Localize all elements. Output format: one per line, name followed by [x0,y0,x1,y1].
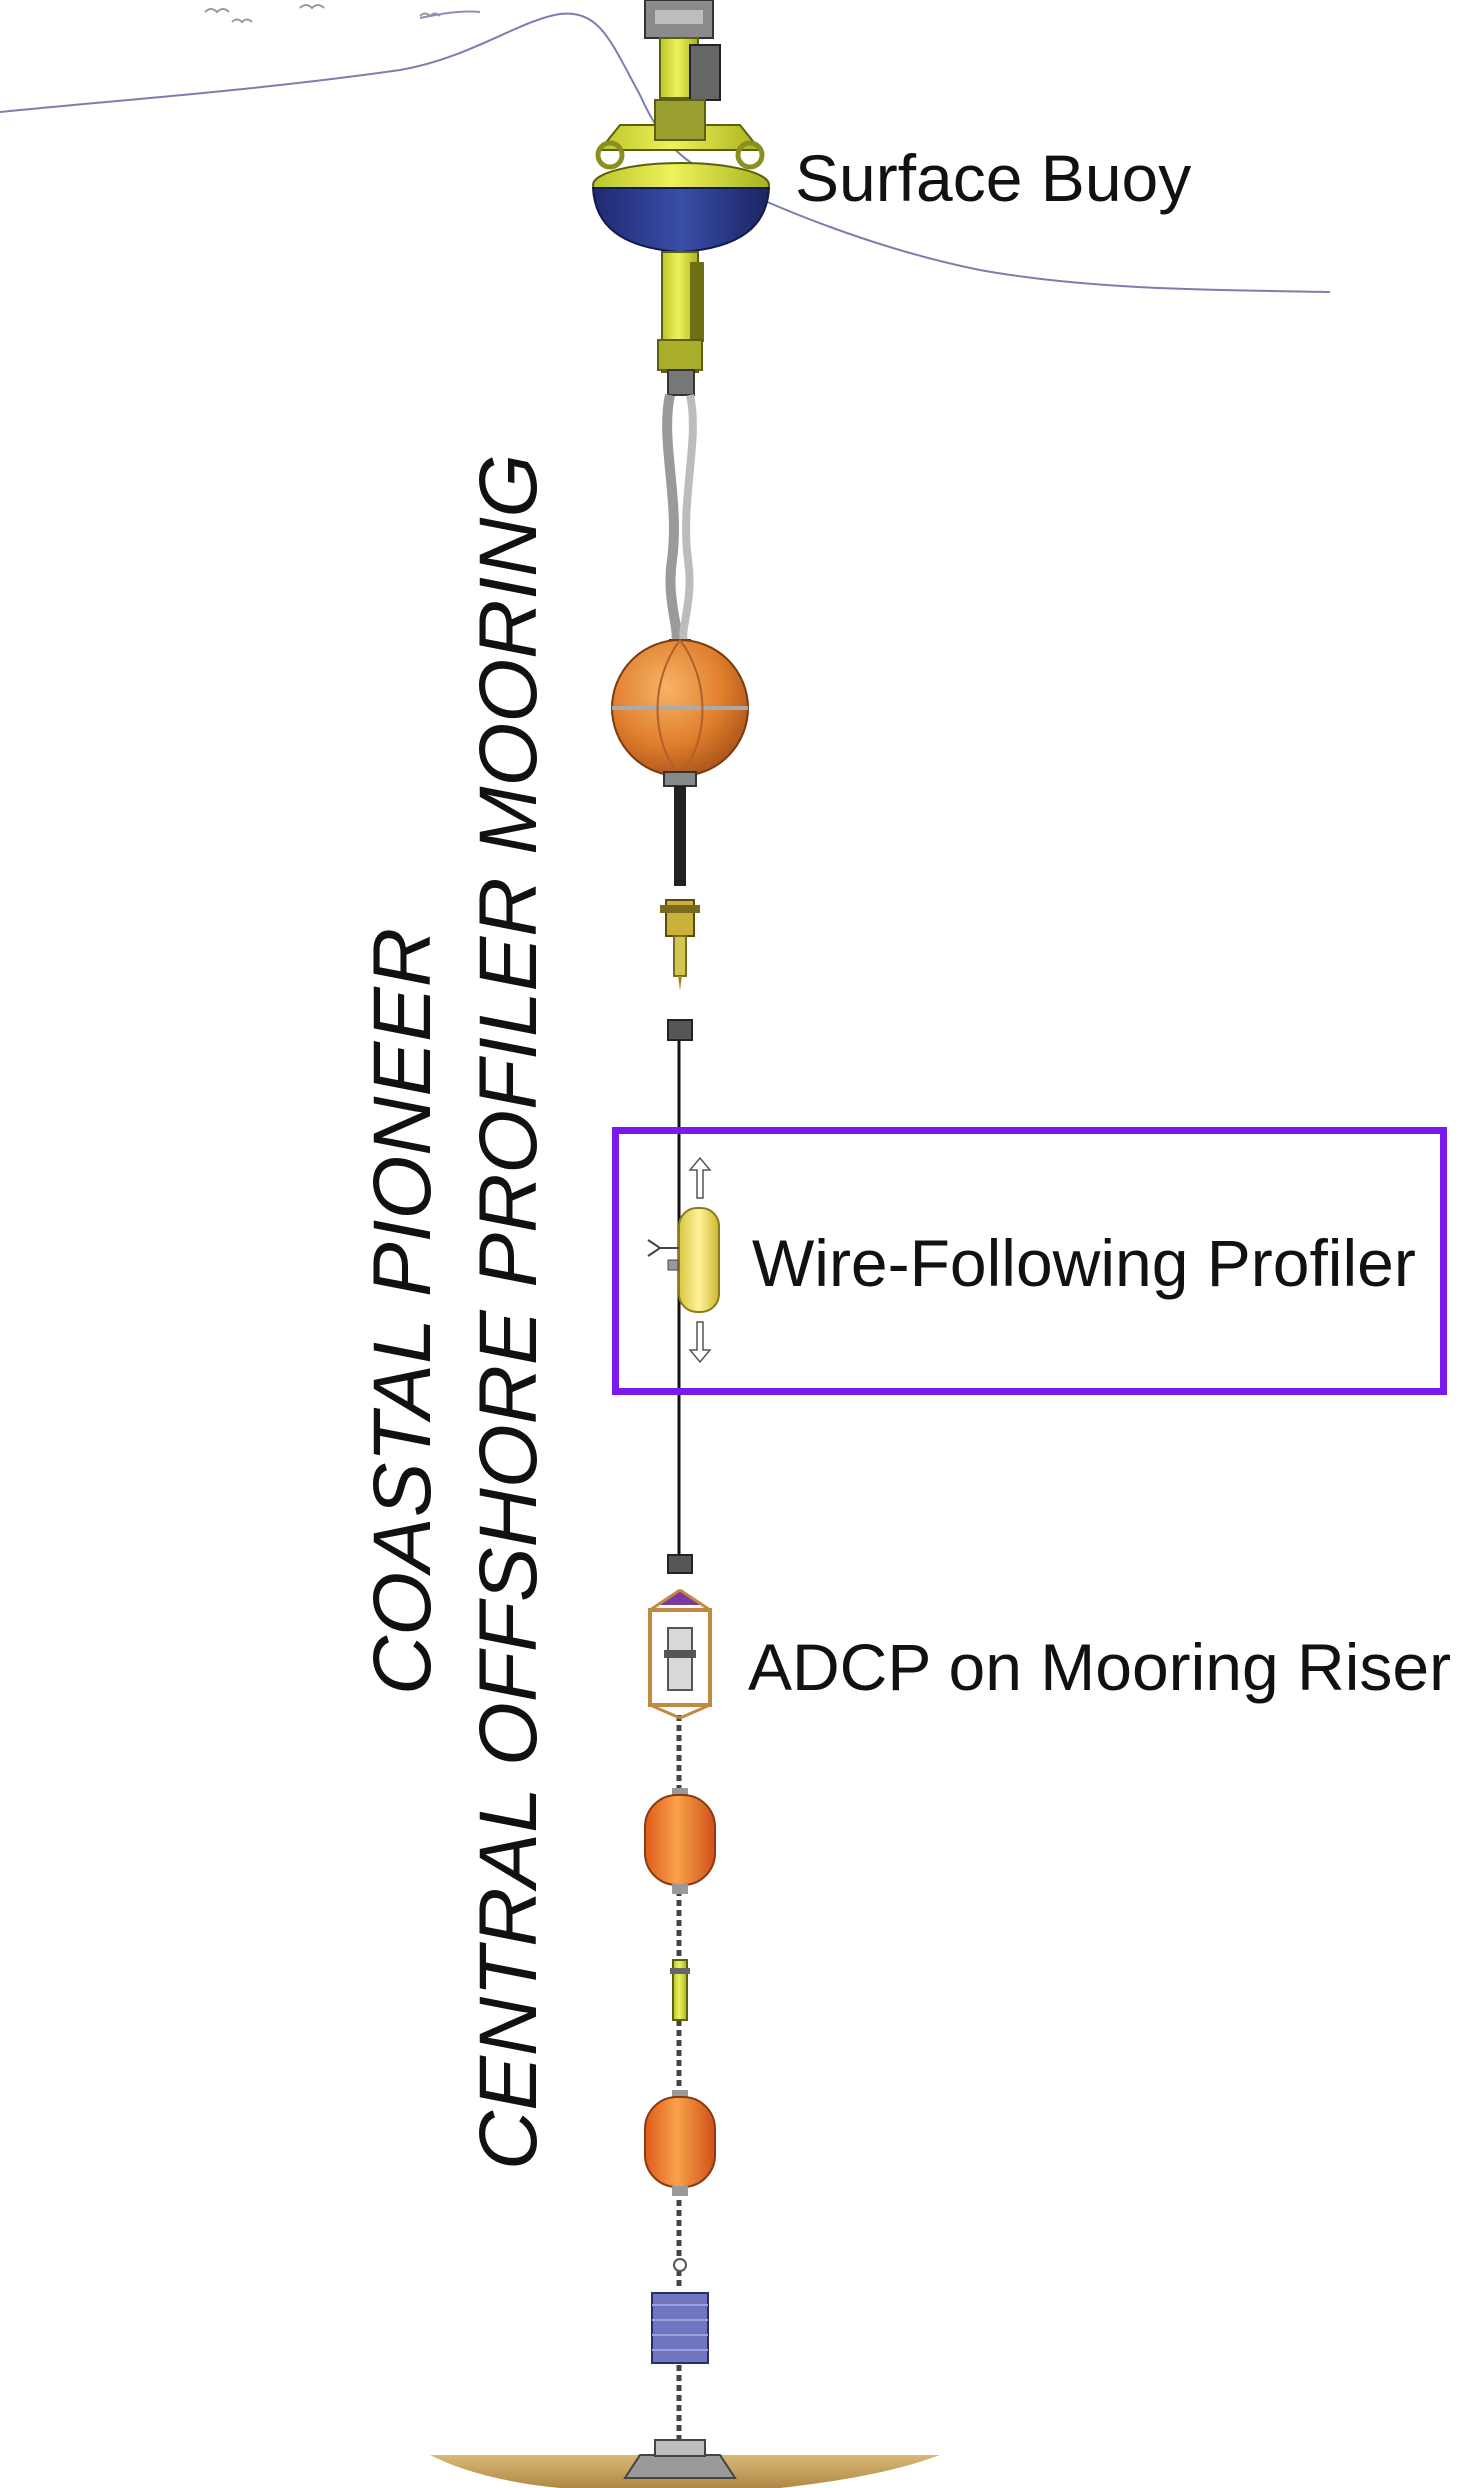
title-line-1: COASTAL PIONEER [357,927,448,1695]
surface-buoy [591,0,771,642]
sea-surface-line [0,12,1331,293]
sea-surface-crest [419,10,481,19]
inline-sensor [670,1959,690,2021]
lower-wire-stop [667,1554,693,1574]
wire-following-profiler [647,1156,720,1364]
anchor [623,2439,737,2479]
profiler-label: Wire-Following Profiler [752,1226,1416,1300]
riser-float-lower [644,2090,716,2196]
inline-instrument [660,899,700,1041]
surface-buoy-label: Surface Buoy [795,141,1192,215]
subsurface-float-sphere [611,639,749,886]
down-arrow-icon [688,1321,712,1364]
acoustic-release [651,2258,709,2364]
birds [204,4,441,24]
profiler-highlight-box [612,1127,1447,1395]
title-line-2: CENTRAL OFFSHORE PROFILER MOORING [463,453,554,2170]
riser-float-upper [644,1788,716,1894]
adcp-cage [648,1588,712,1720]
adcp-label: ADCP on Mooring Riser [748,1630,1452,1704]
up-arrow-icon [688,1156,712,1199]
